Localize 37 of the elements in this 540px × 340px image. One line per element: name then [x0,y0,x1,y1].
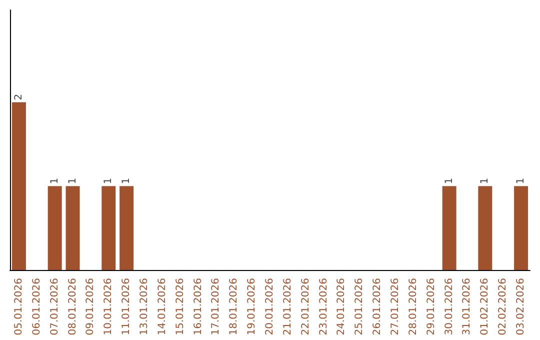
data-label: 1 [49,178,60,184]
data-label: 1 [480,178,491,184]
x-tick-label: 22.01.2026 [300,278,312,336]
data-label: 1 [67,178,78,184]
x-tick-label: 29.01.2026 [426,278,437,336]
x-tick-label: 16.01.2026 [192,278,204,336]
x-tick-label: 09.01.2026 [85,278,96,336]
x-tick-label: 19.01.2026 [246,278,258,336]
x-tick-label: 13.01.2026 [138,278,150,336]
x-tick-label: 06.01.2026 [31,278,42,336]
x-tick-label: 27.01.2026 [390,278,402,336]
x-tick-label: 17.01.2026 [210,278,222,336]
x-tick-label: 08.01.2026 [67,278,78,336]
x-tick-label: 28.01.2026 [408,278,419,336]
x-tick-label: 02.02.2026 [498,278,509,336]
x-tick-label: 03.02.2026 [516,278,527,336]
data-label: 1 [103,178,114,184]
data-label: 1 [121,178,132,184]
x-tick-label: 30.01.2026 [444,278,455,336]
data-label: 1 [516,178,527,184]
x-tick-label: 18.01.2026 [228,278,240,336]
x-tick-label: 23.01.2026 [318,278,330,336]
x-tick-label: 10.01.2026 [103,278,114,336]
x-tick-label: 15.01.2026 [174,278,186,336]
x-tick-label: 07.01.2026 [49,278,60,336]
x-tick-label: 05.01.2026 [13,278,24,336]
x-tick-label: 24.01.2026 [336,278,348,336]
x-tick-label: 26.01.2026 [372,278,384,336]
x-tick-label: 25.01.2026 [354,278,366,336]
x-tick-label: 21.01.2026 [282,278,294,336]
x-tick-label: 31.01.2026 [462,278,473,336]
x-tick-label: 01.02.2026 [480,278,491,336]
x-tick-label: 14.01.2026 [156,278,168,336]
x-tick-label: 11.01.2026 [121,278,132,336]
data-label: 2 [13,94,24,100]
data-label: 1 [444,178,455,184]
x-tick-label: 20.01.2026 [264,278,276,336]
